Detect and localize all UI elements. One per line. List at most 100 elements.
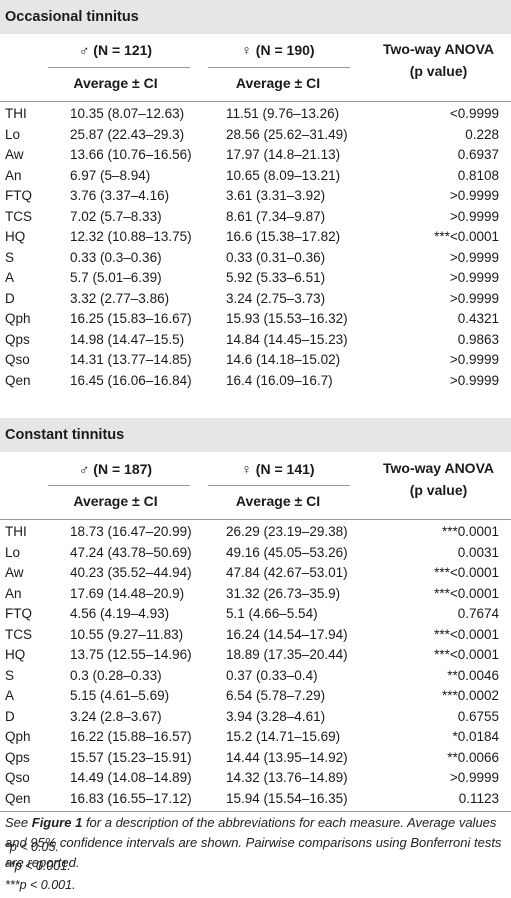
- significance-notes: *p < 0.05. **p < 0.001. ***p < 0.001.: [5, 838, 505, 895]
- male-value-cell: 10.55 (9.27–11.83): [70, 626, 184, 642]
- p-value-cell: 0.4321: [457, 311, 499, 326]
- female-value-cell: 26.29 (23.19–29.38): [226, 524, 348, 539]
- female-value-cell: 14.44 (13.95–14.92): [226, 749, 348, 765]
- male-value-cell: 16.22 (15.88–16.57): [70, 729, 192, 744]
- measure-cell: Aw: [5, 147, 24, 162]
- measure-cell: THI: [5, 524, 27, 539]
- female-value-cell: 0.33 (0.31–0.36): [226, 249, 326, 265]
- table-row: Qph 16.22 (15.88–16.57) 15.2 (14.71–15.69)…: [0, 727, 511, 748]
- male-value-cell: 5.15 (4.61–5.69): [70, 688, 170, 703]
- p-value-cell: **0.0066: [447, 749, 499, 765]
- male-value-cell: 14.31 (13.77–14.85): [70, 352, 192, 367]
- female-value-cell: 0.37 (0.33–0.4): [226, 667, 318, 683]
- male-value-cell: 5.7 (5.01–6.39): [70, 270, 162, 285]
- female-header: ♀ (N = 190): [241, 42, 315, 58]
- female-header-rule: [208, 67, 350, 68]
- measure-cell: THI: [5, 106, 27, 121]
- female-value-cell: 3.61 (3.31–3.92): [226, 188, 326, 203]
- p-value-cell: ***<0.0001: [434, 565, 499, 580]
- male-value-cell: 13.66 (10.76–16.56): [70, 147, 192, 162]
- p-value-cell: ***0.0001: [441, 524, 499, 539]
- table-row: An 17.69 (14.48–20.9) 31.32 (26.73–35.9) **…: [0, 584, 511, 605]
- p-value-cell: ***<0.0001: [434, 229, 499, 244]
- measure-cell: TCS: [5, 626, 32, 642]
- male-value-cell: 16.45 (16.06–16.84): [70, 372, 192, 388]
- female-value-cell: 18.89 (17.35–20.44): [226, 647, 348, 662]
- measure-cell: Qph: [5, 729, 31, 744]
- female-value-cell: 3.94 (3.28–4.61): [226, 708, 326, 724]
- table-row: D 3.24 (2.8–3.67) 3.94 (3.28–4.61) 0.6755: [0, 707, 511, 728]
- female-subheader: Average ± CI: [235, 493, 321, 509]
- footnote-prefix: See: [5, 815, 32, 830]
- measure-cell: Qps: [5, 331, 30, 347]
- measure-cell: D: [5, 290, 15, 306]
- table-row: TCS 7.02 (5.7–8.33) 8.61 (7.34–9.87) >0.999…: [0, 207, 511, 228]
- measure-cell: S: [5, 667, 15, 683]
- measure-cell: TCS: [5, 208, 32, 224]
- female-value-cell: 8.61 (7.34–9.87): [226, 208, 326, 224]
- male-value-cell: 17.69 (14.48–20.9): [70, 585, 185, 601]
- table-row: TCS 10.55 (9.27–11.83) 16.24 (14.54–17.94)…: [0, 625, 511, 646]
- measure-cell: FTQ: [5, 188, 32, 203]
- section-title-constant: Constant tinnitus: [0, 418, 511, 452]
- male-value-cell: 40.23 (35.52–44.94): [70, 565, 192, 580]
- male-value-cell: 14.49 (14.08–14.89): [70, 770, 192, 785]
- table-row: THI 10.35 (8.07–12.63) 11.51 (9.76–13.26) <…: [0, 104, 511, 125]
- p-value-cell: ***<0.0001: [434, 626, 499, 642]
- female-value-cell: 15.2 (14.71–15.69): [226, 729, 341, 744]
- table-row: FTQ 4.56 (4.19–4.93) 5.1 (4.66–5.54) 0.7674: [0, 604, 511, 625]
- table-row: A 5.15 (4.61–5.69) 6.54 (5.78–7.29) ***0.00…: [0, 686, 511, 707]
- male-subheader: Average ± CI: [73, 75, 158, 91]
- p-value-cell: 0.9863: [457, 331, 499, 347]
- table-row: Qph 16.25 (15.83–16.67) 15.93 (15.53–16.32…: [0, 309, 511, 330]
- table-row: Aw 13.66 (10.76–16.56) 17.97 (14.8–21.13) 0…: [0, 145, 511, 166]
- measure-cell: Qso: [5, 352, 30, 367]
- table-row: Qso 14.31 (13.77–14.85) 14.6 (14.18–15.02)…: [0, 350, 511, 371]
- figure-link[interactable]: Figure 1: [31, 815, 83, 830]
- table-row: HQ 13.75 (12.55–14.96) 18.89 (17.35–20.44)…: [0, 645, 511, 666]
- p-value-cell: *0.0184: [452, 729, 499, 744]
- table-row: FTQ 3.76 (3.37–4.16) 3.61 (3.31–3.92) >0.99…: [0, 186, 511, 207]
- female-value-cell: 49.16 (45.05–53.26): [226, 544, 348, 560]
- footnote-text: for a description of the abbreviations f…: [5, 815, 502, 870]
- male-value-cell: 13.75 (12.55–14.96): [70, 647, 192, 662]
- table-row: Lo 25.87 (22.43–29.3) 28.56 (25.62–31.49) 0…: [0, 125, 511, 146]
- male-value-cell: 16.25 (15.83–16.67): [70, 311, 192, 326]
- male-header: ♂ (N = 121): [78, 42, 153, 58]
- female-header: ♀ (N = 141): [241, 461, 315, 477]
- measure-cell: Qen: [5, 790, 31, 806]
- p-value-cell: >0.9999: [449, 352, 499, 367]
- measure-cell: Qph: [5, 311, 31, 326]
- measure-cell: A: [5, 688, 15, 703]
- male-value-cell: 7.02 (5.7–8.33): [70, 208, 162, 224]
- male-value-cell: 18.73 (16.47–20.99): [70, 524, 192, 539]
- female-value-cell: 5.92 (5.33–6.51): [226, 270, 326, 285]
- female-value-cell: 16.6 (15.38–17.82): [226, 229, 341, 244]
- significance-note: **p < 0.001.: [5, 859, 71, 873]
- anova-header-line2: (p value): [409, 482, 468, 498]
- table-row: Aw 40.23 (35.52–44.94) 47.84 (42.67–53.01)…: [0, 563, 511, 584]
- table-row: HQ 12.32 (10.88–13.75) 16.6 (15.38–17.82) *…: [0, 227, 511, 248]
- anova-header: Two-way ANOVA (p value): [366, 38, 511, 82]
- male-value-cell: 14.98 (14.47–15.5): [70, 331, 185, 347]
- female-value-cell: 16.4 (16.09–16.7): [226, 372, 333, 388]
- female-value-cell: 16.24 (14.54–17.94): [226, 626, 348, 642]
- table-row: An 6.97 (5–8.94) 10.65 (8.09–13.21) 0.8108: [0, 166, 511, 187]
- p-value-cell: 0.228: [465, 126, 499, 142]
- male-value-cell: 12.32 (10.88–13.75): [70, 229, 192, 244]
- male-value-cell: 4.56 (4.19–4.93): [70, 606, 170, 621]
- p-value-cell: >0.9999: [449, 208, 499, 224]
- measure-cell: Lo: [5, 126, 21, 142]
- male-value-cell: 3.32 (2.77–3.86): [70, 290, 170, 306]
- significance-note: ***p < 0.001.: [5, 878, 76, 892]
- table-row: S 0.33 (0.3–0.36) 0.33 (0.31–0.36) >0.9999: [0, 248, 511, 269]
- female-value-cell: 31.32 (26.73–35.9): [226, 585, 341, 601]
- male-value-cell: 10.35 (8.07–12.63): [70, 106, 185, 121]
- female-value-cell: 11.51 (9.76–13.26): [226, 106, 340, 121]
- male-value-cell: 0.3 (0.28–0.33): [70, 667, 162, 683]
- table-row: Qso 14.49 (14.08–14.89) 14.32 (13.76–14.89…: [0, 768, 511, 789]
- male-header: ♂ (N = 187): [78, 461, 153, 477]
- section-title-occasional: Occasional tinnitus: [0, 0, 511, 34]
- female-value-cell: 14.84 (14.45–15.23): [226, 331, 348, 347]
- measure-cell: HQ: [5, 647, 26, 662]
